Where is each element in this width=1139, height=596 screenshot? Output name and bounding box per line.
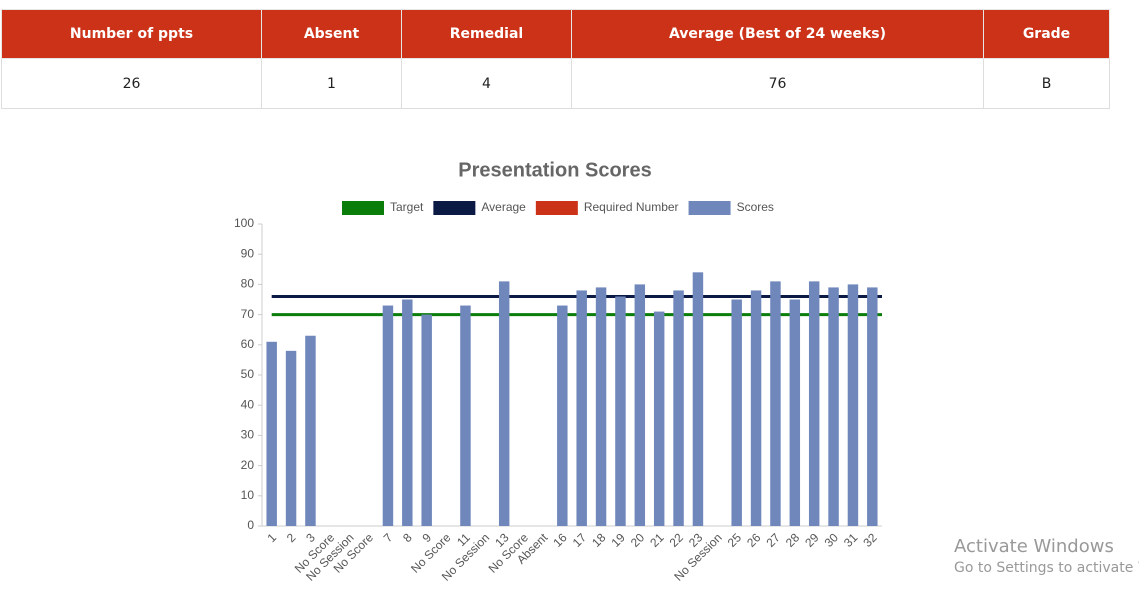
header-cell: Average (Best of 24 weeks) [571,9,984,59]
header-cell: Grade [983,9,1110,59]
bar [615,296,626,526]
bar [634,284,646,526]
x-tick-label: 28 [783,530,803,550]
bar [402,299,413,526]
bar [382,305,394,526]
legend-label: Required Number [584,200,679,214]
cell: 26 [1,58,262,109]
header-row: Number of ppts Absent Remedial Average (… [1,9,1110,59]
legend-label: Target [390,200,424,214]
bar [266,341,277,526]
x-tick-label: 19 [608,530,628,550]
bar [498,281,510,526]
bar [576,290,587,526]
cell: 1 [261,58,402,109]
x-tick-label: 21 [647,530,667,550]
x-tick-label: 8 [400,530,415,545]
x-tick-label: 32 [860,530,880,550]
bar [731,299,742,526]
watermark-text: Go to Settings to activate Windows. [954,560,1139,576]
bar [421,314,432,526]
chart-title: Presentation Scores [458,159,651,181]
x-tick-label: 18 [589,530,609,550]
bar [789,299,801,526]
bar [557,305,568,526]
x-tick-label: 31 [841,530,861,550]
x-tick-label: 16 [550,530,570,550]
summary-table: Number of ppts Absent Remedial Average (… [1,9,1110,109]
y-tick-label: 0 [247,518,254,532]
x-tick-label: 1 [264,530,279,545]
x-tick-label: 27 [763,530,783,550]
cell: 4 [401,58,572,109]
x-tick-label: 17 [570,530,590,550]
bar [770,281,781,526]
y-tick-label: 70 [241,307,255,321]
y-tick-label: 40 [241,397,255,411]
cell: 76 [571,58,984,109]
bar [285,350,297,526]
legend-swatch [535,201,578,215]
header-cell: Number of ppts [1,9,262,59]
bar [673,290,684,526]
data-row: 26 1 4 76 B [1,58,1110,109]
y-tick-label: 100 [234,216,254,230]
y-tick-label: 60 [241,337,255,351]
bar [305,335,316,526]
x-tick-label: 30 [822,530,842,550]
x-tick-label: 20 [628,530,648,550]
y-tick-label: 90 [241,246,255,260]
y-tick-label: 80 [241,277,255,291]
cell: B [983,58,1110,109]
x-tick-label: 2 [284,530,299,545]
bar [808,281,820,526]
x-tick-label: 22 [667,530,687,550]
legend-swatch [342,201,384,215]
y-tick-label: 50 [241,367,255,381]
bar [692,272,704,526]
y-tick-label: 10 [241,488,255,502]
bar [847,284,859,526]
bar [750,290,762,526]
y-tick-label: 20 [241,458,255,472]
x-tick-label: 26 [744,530,764,550]
bar [828,287,839,526]
legend-label: Average [481,200,526,214]
y-tick-label: 30 [241,428,255,442]
x-tick-label: 7 [381,530,396,545]
bar [653,311,665,526]
bar [867,287,878,526]
bar [460,305,471,526]
x-tick-label: 25 [725,530,745,550]
watermark-title: Activate Windows [954,536,1114,557]
legend-swatch [433,201,476,215]
x-tick-label: 29 [802,530,822,550]
bar [595,287,607,526]
legend-swatch [688,201,731,215]
legend-label: Scores [737,200,774,214]
